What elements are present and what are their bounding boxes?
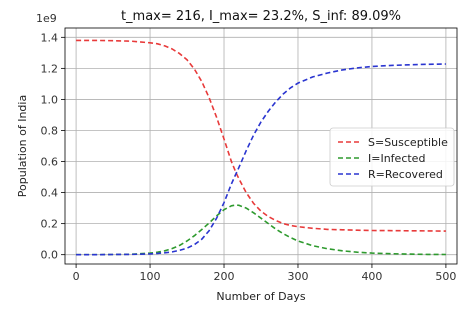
series-line-infected bbox=[76, 204, 446, 256]
x-tick-label: 100 bbox=[140, 270, 161, 283]
x-tick-label: 300 bbox=[287, 270, 308, 283]
y-tick-label: 1.2 bbox=[41, 62, 59, 75]
y-tick-label: 0.2 bbox=[41, 218, 59, 231]
plot-frame bbox=[64, 27, 458, 265]
y-ticks: 0.0 0.2 0.4 0.6 0.8 1.0 1.2 1.4 bbox=[41, 31, 65, 262]
x-tick-label: 500 bbox=[435, 270, 456, 283]
y-offset-text: 1e9 bbox=[36, 12, 57, 25]
y-tick-label: 1.0 bbox=[41, 93, 59, 106]
y-tick-label: 0.8 bbox=[41, 124, 59, 137]
y-tick-label: 1.4 bbox=[41, 31, 59, 44]
legend-label-susceptible: S=Susceptible bbox=[368, 136, 448, 149]
series-lines bbox=[76, 39, 446, 256]
series-line-recovered bbox=[76, 63, 446, 256]
x-tick-label: 0 bbox=[73, 270, 80, 283]
y-tick-label: 0.6 bbox=[41, 156, 59, 169]
x-axis-label: Number of Days bbox=[216, 290, 306, 303]
y-axis-label: Population of India bbox=[16, 95, 29, 197]
x-ticks: 0 100 200 300 400 500 bbox=[73, 264, 456, 283]
legend-label-infected: I=Infected bbox=[368, 152, 425, 165]
y-tick-label: 0.0 bbox=[41, 249, 59, 262]
legend: S=Susceptible I=Infected R=Recovered bbox=[329, 127, 455, 187]
x-tick-label: 400 bbox=[361, 270, 382, 283]
legend-label-recovered: R=Recovered bbox=[368, 168, 443, 181]
chart-title: t_max= 216, I_max= 23.2%, S_inf: 89.09% bbox=[121, 9, 401, 24]
x-tick-label: 200 bbox=[214, 270, 235, 283]
legend-box bbox=[329, 127, 455, 187]
y-tick-label: 0.4 bbox=[41, 187, 59, 200]
